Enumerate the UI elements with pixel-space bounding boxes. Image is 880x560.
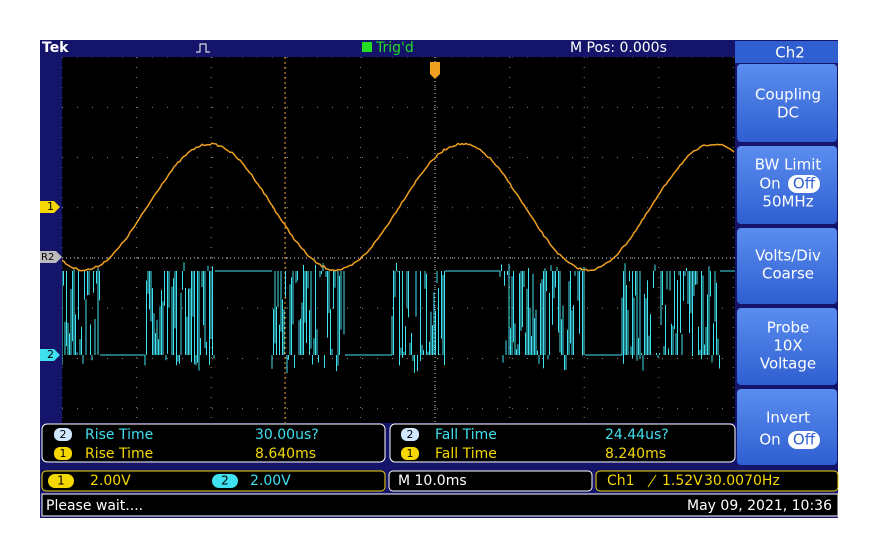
channel-badge [48, 474, 74, 488]
measurement-panel [41, 423, 386, 463]
button-detail: Voltage [760, 355, 816, 373]
measurement-value: 30.00us? [255, 427, 319, 443]
button-label: Probe [767, 319, 810, 337]
button-value: Coarse [762, 265, 814, 283]
graticule [62, 57, 735, 423]
trigger-type-icon [196, 43, 210, 53]
trigger-status: Trig'd [375, 40, 414, 56]
ref2-marker [40, 251, 62, 263]
measurement-panel [389, 423, 736, 463]
measurement-name: Rise Time [85, 446, 153, 462]
trigger-slope-icon [647, 474, 657, 488]
trigger-icon [362, 42, 372, 52]
measurement-name: Fall Time [435, 427, 497, 443]
frequency: 30.0070Hz [704, 473, 780, 489]
button-option: Off [793, 175, 816, 193]
channel-badge-label: 2 [221, 474, 229, 488]
channel-badge-label: 1 [407, 447, 414, 460]
option-highlight [788, 431, 820, 449]
measurement-name: Fall Time [435, 446, 497, 462]
footer-box [41, 493, 839, 517]
trigger-marker [430, 62, 440, 79]
button-option: Off [793, 431, 816, 449]
menu-button[interactable] [737, 146, 837, 224]
trigger-level: 1.52V [662, 473, 703, 489]
button-value: 10X [773, 337, 802, 355]
button-option: On [759, 431, 780, 449]
button-value: DC [777, 104, 799, 122]
measurement-value: 24.44us? [605, 427, 669, 443]
channel-badge [54, 447, 72, 460]
timebase: M 10.0ms [398, 473, 467, 489]
menu-title: Ch2 [775, 44, 805, 62]
button-label: Coupling [755, 86, 821, 104]
trigger-source: Ch1 [607, 473, 635, 489]
ch2-marker [40, 349, 60, 361]
measurement-value: 8.240ms [605, 446, 666, 462]
button-label: Volts/Div [755, 247, 821, 265]
timebase-box [388, 470, 593, 492]
brand: Tek [42, 40, 69, 56]
option-highlight [788, 175, 820, 193]
measurement-name: Rise Time [85, 427, 153, 443]
side-menu: Ch2 Coupling DC BW Limit On Off 50MHz Vo… [735, 41, 838, 465]
timestamp: May 09, 2021, 10:36 [687, 498, 832, 514]
channel-scale: 2.00V [90, 473, 131, 489]
channel-scale: 2.00V [250, 473, 291, 489]
channel-badge [401, 447, 419, 460]
ch1-waveform [62, 142, 735, 272]
menu-button[interactable] [737, 228, 837, 304]
position: M Pos: 0.000s [570, 40, 667, 56]
ch1-marker [40, 201, 60, 213]
menu-title-bg [735, 41, 838, 63]
button-label: BW Limit [755, 156, 822, 174]
button-label: Invert [766, 409, 810, 427]
status-message: Please wait.... [46, 498, 143, 514]
channel-badge-label: 2 [407, 428, 414, 441]
ch2-waveform [62, 262, 735, 374]
button-option: On [759, 175, 780, 193]
trigger-box [595, 470, 839, 492]
channel-badge-label: 1 [60, 447, 67, 460]
channel-badge-label: 1 [57, 474, 65, 488]
menu-button[interactable] [737, 308, 837, 385]
menu-button[interactable] [737, 389, 837, 465]
channel-badge [212, 474, 238, 488]
waveforms [62, 142, 735, 374]
menu-button[interactable] [737, 64, 837, 142]
ch1-marker-label: 1 [47, 200, 54, 213]
ref2-marker-label: R2 [41, 252, 54, 263]
ch2-marker-label: 2 [47, 348, 54, 361]
channel-badge [401, 428, 419, 441]
channel-badge-label: 2 [60, 428, 67, 441]
channel-badge [54, 428, 72, 441]
button-value: 50MHz [762, 193, 813, 211]
measurement-value: 8.640ms [255, 446, 316, 462]
